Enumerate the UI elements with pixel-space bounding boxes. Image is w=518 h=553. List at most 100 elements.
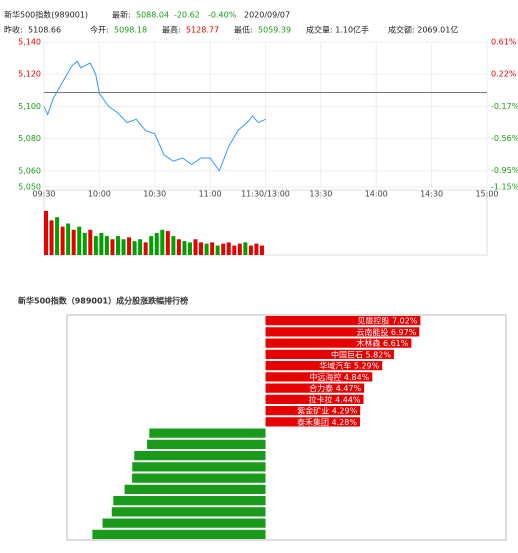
bar [265,327,420,337]
y-tick-label: 5,120 [18,70,41,79]
prev-close-label: 昨收: [4,25,23,35]
bar-label: 中国巨石 5.82% [331,349,391,359]
rank-frame [66,314,507,541]
change-pct: -0.40% [208,11,237,20]
bar [265,372,373,382]
bar-label: 合力泰 4.47% [309,383,361,393]
category-label: 兆易创新 [268,518,300,528]
volume-bar [99,232,104,255]
y-tick-label: 5,080 [18,134,41,143]
volume-bar [127,237,132,255]
volume-bar [71,229,76,255]
value-label: -5.27% [302,429,331,438]
category-label: 云南能投 [356,326,388,336]
bar [113,496,266,506]
volume: 成交量: 1.10亿手 [306,25,369,35]
volume-bar [49,220,54,255]
y2-tick-label: 0.22% [491,70,517,79]
category-label: 泰禾集团 [297,416,329,426]
value-label: 5.29% [354,361,380,370]
value-label: 4.84% [344,372,370,381]
volume-bar [171,236,176,255]
y2-tick-label: -1.15% [491,183,518,192]
open-label: 今开: [90,25,109,35]
volume-bar [77,226,82,255]
bar [132,462,266,472]
volume-bar [176,239,181,255]
bar-label: 泰禾集团 4.28% [297,416,357,426]
bar-label: 新 希 望 -6.9% [268,495,323,505]
bar [265,417,360,427]
y2-tick-label: 0.61% [491,38,517,47]
x-tick-label: 10:00 [88,190,111,199]
volume-bar [187,242,192,255]
bar-label: 光启技术 -6.05% [268,473,331,483]
bar [265,406,361,416]
x-tick-label: 13:30 [309,190,332,199]
bar [265,349,394,359]
category-label: 正邦科技 [268,428,300,438]
category-label: 北方华创 [268,506,300,516]
volume-bar [44,210,48,255]
volume-bar [138,239,143,255]
bar-label: 兆易创新 -7.39% [268,518,331,528]
bar-label: 贝达药业 -6.04% [268,461,331,471]
value-label: -6.05% [302,474,331,483]
value-label: 4.28% [332,417,358,426]
bar-label: 木林森 6.61% [356,338,408,348]
bar [265,338,412,348]
bar-label: 拉卡拉 4.44% [309,394,361,404]
category-label: 宁德时代 [268,450,300,460]
volume-bar [115,236,120,255]
value-label: 4.44% [335,395,361,404]
value-label: 4.29% [332,406,358,415]
category-label: 福莱蒽特 [268,529,300,539]
category-label: 木林森 [356,338,380,348]
change: -20.62 [174,11,200,20]
volume-bar [55,217,60,255]
bar-label: 福莱蒽特 -7.85% [268,529,331,539]
category-label: 拉卡拉 [309,394,333,404]
volume-bar [132,241,137,255]
bar-label: 北方华创 -6.97% [268,506,331,516]
y2-tick-label: -0.56% [491,134,518,143]
low: 5059.39 [258,26,291,35]
volume-bar [193,239,198,255]
volume-bar [248,245,253,255]
bar-label: 紫金矿业 4.29% [297,405,357,415]
volume-bar [221,243,226,255]
bar [124,484,266,494]
x-tick-label: 14:00 [365,190,388,199]
bar-label: 芒果超媒 -5.37% [268,439,331,449]
bar-label: 华海药业 -6.39% [268,484,331,494]
x-tick-label: 15:00 [475,190,498,199]
volume-bar [104,236,109,255]
category-label: 华域汽车 [319,360,351,370]
value-label: 6.97% [391,327,417,336]
category-label: 中国巨石 [331,349,363,359]
category-label: 华海药业 [268,484,300,494]
volume-bar [82,232,87,255]
bar [149,428,266,438]
bar [265,394,364,404]
bar-label: 见陇控股 7.02% [357,315,417,325]
value-label: 5.82% [366,350,392,359]
value-label: -5.95% [302,451,331,460]
prev-close: 5108.66 [28,26,61,35]
y-tick-label: 5,140 [18,38,41,47]
high: 5128.77 [186,26,219,35]
volume-bar [154,232,159,255]
value-label: -6.39% [302,485,331,494]
volume-bar [210,242,215,255]
volume-bar [93,236,98,255]
volume-bar [259,245,264,255]
bar-label: 华域汽车 5.29% [319,360,379,370]
latest: 5088.04 [136,11,169,20]
y2-tick-label: -0.17% [491,102,518,111]
y2-tick-label: -0.95% [491,166,518,175]
price-line [43,60,266,172]
volume-bar [254,243,259,255]
volume-bar [243,242,248,255]
volume-bar [232,245,237,255]
value-label: 4.47% [336,384,362,393]
